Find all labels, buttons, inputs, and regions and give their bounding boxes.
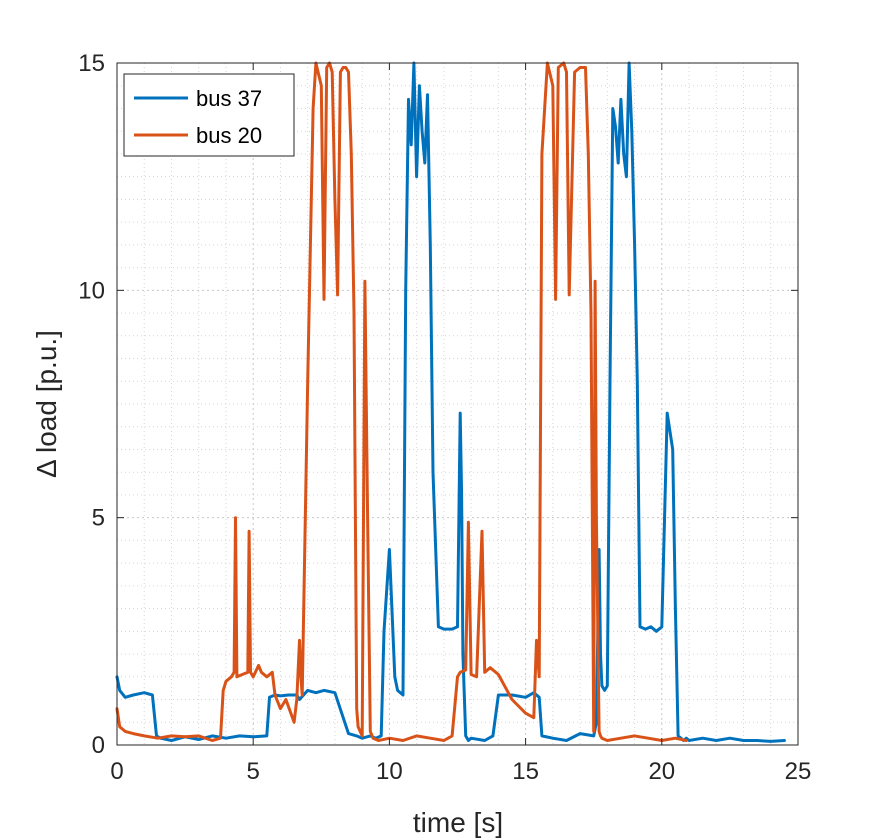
- y-tick-label: 0: [92, 732, 105, 759]
- legend: bus 37 bus 20: [123, 73, 295, 157]
- y-tick-label: 15: [78, 50, 105, 77]
- legend-box: [123, 73, 295, 157]
- x-tick-label: 25: [785, 758, 812, 785]
- x-tick-label: 15: [512, 758, 539, 785]
- y-tick-labels: 0 5 10 15: [78, 50, 105, 759]
- x-tick-label: 10: [376, 758, 403, 785]
- x-axis-label: time [s]: [413, 807, 503, 838]
- x-tick-label: 20: [648, 758, 675, 785]
- y-tick-label: 10: [78, 277, 105, 304]
- axis-ticks: [116, 62, 799, 746]
- plot-frame: [116, 62, 799, 746]
- series-line-bus-20: [115, 61, 688, 742]
- x-tick-labels: 0 5 10 15 20 25: [110, 758, 811, 785]
- legend-label-bus-37: bus 37: [196, 86, 262, 111]
- legend-label-bus-20: bus 20: [196, 123, 262, 148]
- y-tick-label: 5: [92, 505, 105, 532]
- y-axis-label: Δ load [p.u.]: [31, 330, 62, 478]
- x-tick-label: 5: [247, 758, 260, 785]
- x-tick-label: 0: [110, 758, 123, 785]
- series-layer: [115, 61, 786, 743]
- series-line-bus-37: [115, 61, 786, 743]
